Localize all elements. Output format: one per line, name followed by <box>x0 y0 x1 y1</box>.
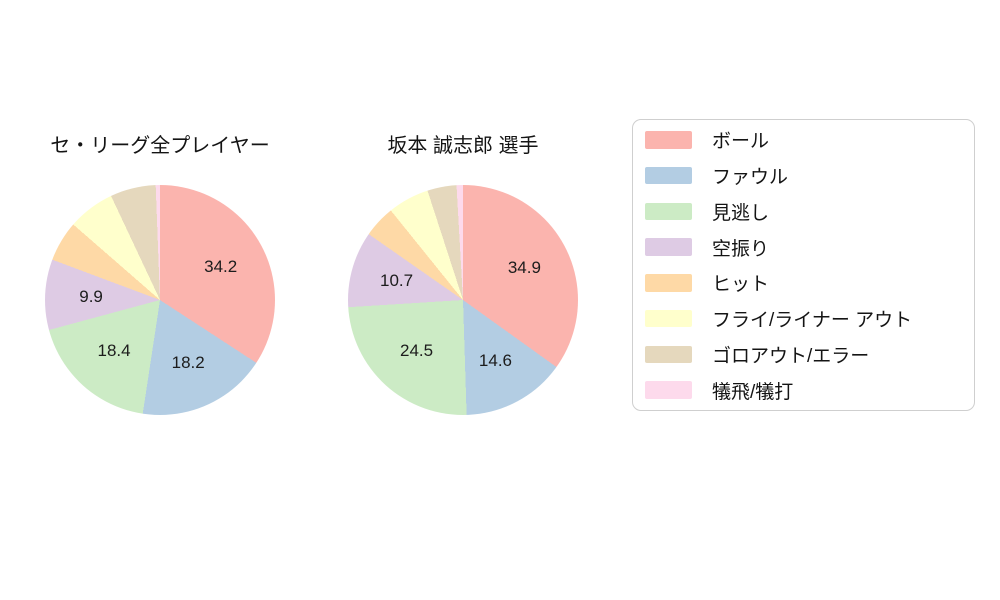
pie-chart-league: 34.2 18.2 18.4 9.9 <box>45 185 275 415</box>
legend-swatch-swinging-miss <box>645 238 692 256</box>
legend-label: ゴロアウト/エラー <box>712 345 870 367</box>
legend-swatch-sacrifice <box>645 381 692 399</box>
legend-item-foul: ファウル <box>633 158 974 194</box>
legend-label: ファウル <box>712 167 789 189</box>
pie-value-label: 14.6 <box>478 350 513 370</box>
legend-label: フライ/ライナー アウト <box>712 310 913 332</box>
legend-label: 見逃し <box>712 202 770 224</box>
pie-value-label: 10.7 <box>380 271 414 291</box>
legend-item-swinging-miss: 空振り <box>633 229 974 265</box>
legend-swatch-called-strike <box>645 202 692 221</box>
legend-item-groundout-error: ゴロアウト/エラー <box>633 337 974 373</box>
legend-item-sacrifice: 犠飛/犠打 <box>633 372 974 408</box>
legend-swatch-groundout-error <box>645 345 692 364</box>
legend-swatch-fly-liner-out <box>645 309 692 328</box>
legend-item-fly-liner-out: フライ/ライナー アウト <box>633 301 974 337</box>
legend-label: 空振り <box>712 238 770 260</box>
legend-item-hit: ヒット <box>633 265 974 301</box>
legend-item-called-strike: 見逃し <box>633 194 974 230</box>
pie-chart-player: 34.9 14.6 24.5 10.7 <box>348 185 578 415</box>
legend-label: ボール <box>712 131 770 153</box>
legend-label: ヒット <box>712 274 770 296</box>
pie-value-label: 18.2 <box>171 352 205 372</box>
pie-value-label: 24.5 <box>400 341 434 361</box>
legend-item-ball: ボール <box>633 122 974 158</box>
legend-swatch-hit <box>645 274 692 292</box>
pie-title-player: 坂本 誠志郎 選手 <box>387 135 539 157</box>
pie-value-label: 18.4 <box>97 341 131 361</box>
legend-swatch-ball <box>645 131 692 149</box>
legend-swatch-foul <box>645 166 692 185</box>
pie-value-label: 34.9 <box>507 258 541 278</box>
pie-value-label: 34.2 <box>204 257 238 277</box>
pie-value-label: 9.9 <box>79 286 103 306</box>
legend-box: ボール ファウル 見逃し 空振り ヒット フライ/ライナー アウト ゴロアウト/… <box>632 119 975 411</box>
pie-title-league: セ・リーグ全プレイヤー <box>50 135 270 157</box>
legend-label: 犠飛/犠打 <box>712 381 794 403</box>
